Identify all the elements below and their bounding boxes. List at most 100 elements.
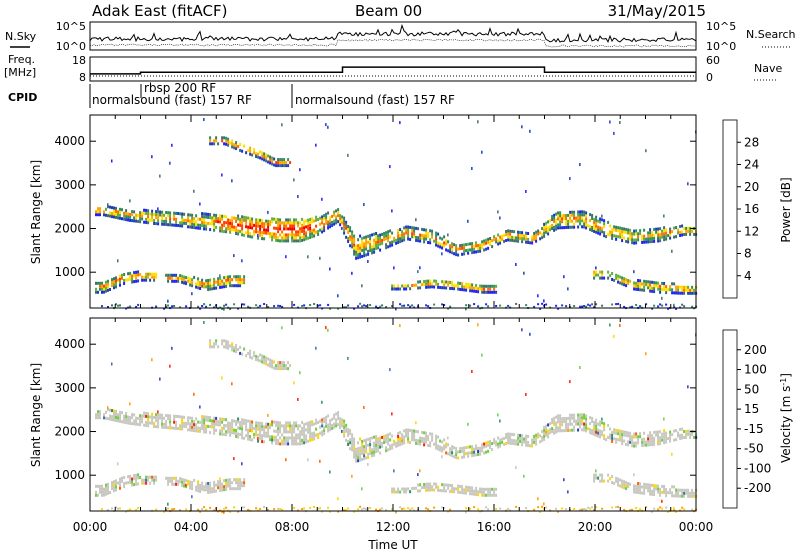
power-cell [443, 241, 446, 245]
velocity-cell [627, 434, 630, 438]
velocity-cell [509, 432, 512, 436]
velocity-cell [533, 434, 536, 438]
velocity-cell [671, 452, 673, 456]
power-cell [563, 275, 565, 279]
power-cell [213, 213, 216, 217]
power-cell [177, 212, 180, 215]
velocity-cell [431, 488, 434, 492]
power-cell [451, 242, 454, 246]
velocity-cell [131, 413, 134, 417]
power-cell [441, 246, 444, 250]
power-cell [175, 273, 178, 277]
power-cell [473, 244, 476, 248]
power-cell [367, 249, 370, 253]
velocity-cell [113, 486, 115, 490]
power-cell [179, 274, 182, 278]
power-cell [277, 230, 280, 234]
power-cell [457, 253, 460, 257]
power-cell [619, 232, 622, 236]
power-cell [643, 282, 646, 286]
velocity-cell [669, 491, 672, 495]
velocity-cell [323, 432, 326, 436]
velocity-cell [433, 442, 436, 446]
velocity-cell [397, 444, 400, 447]
power-cell [451, 245, 454, 249]
power-cell [597, 225, 600, 229]
velocity-cell [661, 490, 664, 494]
velocity-cell [231, 481, 234, 485]
power-cell [135, 213, 138, 217]
power-cell [665, 234, 668, 238]
power-cell [625, 284, 628, 288]
power-cell [651, 234, 654, 238]
power-cell [383, 232, 386, 235]
velocity-cell [279, 421, 282, 425]
power-cell [129, 277, 132, 281]
velocity-cell [179, 477, 182, 481]
power-cell [219, 276, 222, 280]
velocity-cell [679, 488, 682, 492]
velocity-cell [109, 408, 111, 412]
power-cell [237, 229, 240, 233]
power-cell [627, 231, 630, 235]
power-cell [319, 216, 322, 220]
velocity-cell [223, 479, 226, 483]
power-cell [587, 224, 590, 228]
power-cell [355, 247, 358, 251]
power-cell [309, 229, 312, 233]
power-cell [641, 240, 644, 244]
power-cell [521, 231, 524, 235]
velocity-cell [597, 434, 600, 438]
velocity-cell [341, 429, 343, 433]
velocity-cell [305, 434, 308, 438]
power-cell [297, 233, 300, 237]
velocity-cell [437, 444, 440, 448]
power-cell [233, 216, 236, 220]
power-cell [415, 218, 417, 222]
velocity-cell [407, 440, 410, 444]
power-cell [133, 210, 136, 214]
power-cell [633, 238, 636, 242]
power-cell [677, 285, 680, 289]
velocity-cell [267, 363, 270, 367]
velocity-cell [269, 423, 272, 427]
power-cell [359, 234, 362, 238]
power-cell [249, 235, 252, 239]
power-cell [273, 235, 276, 239]
velocity-cell [477, 493, 480, 497]
power-cell [303, 223, 306, 227]
velocity-cell [497, 442, 500, 446]
velocity-cell [475, 492, 478, 496]
power-cell [627, 282, 630, 285]
velocity-cell [397, 438, 400, 441]
velocity-cell [149, 415, 152, 419]
velocity-cell [447, 452, 450, 456]
velocity-cell [521, 434, 524, 438]
power-cell [623, 305, 626, 308]
power-cell [603, 225, 606, 229]
velocity-cell [467, 485, 470, 489]
velocity-cell [303, 435, 306, 439]
velocity-cell [517, 442, 520, 446]
power-cell [473, 303, 476, 306]
power-cell [481, 246, 484, 250]
power-cell [537, 232, 540, 236]
velocity-cell [225, 339, 228, 343]
velocity-cell [471, 448, 474, 452]
power-cell [601, 276, 604, 280]
power-cell [115, 303, 117, 306]
velocity-cell [109, 414, 111, 418]
power-cell [573, 305, 576, 307]
power-cell [633, 229, 636, 233]
velocity-cell [379, 451, 382, 455]
power-cell [225, 284, 228, 288]
power-cell [467, 282, 470, 286]
velocity-cell [295, 433, 298, 437]
power-cell [565, 220, 568, 223]
velocity-cell [415, 438, 418, 442]
power-cell [643, 288, 646, 292]
velocity-cell [199, 490, 202, 493]
power-cell [167, 299, 169, 303]
velocity-cell [651, 489, 654, 493]
power-cell [425, 234, 428, 238]
